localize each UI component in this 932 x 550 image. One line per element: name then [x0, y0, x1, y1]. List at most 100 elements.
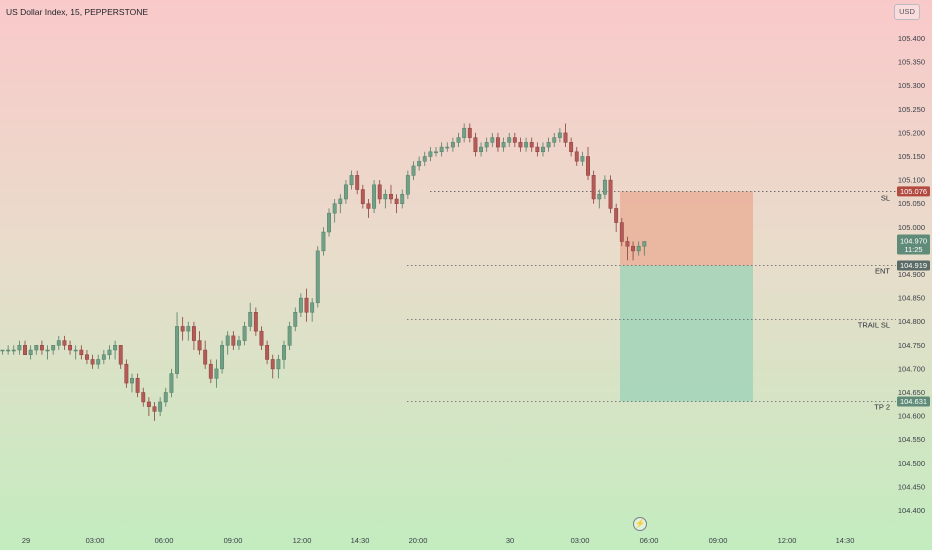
candle[interactable] — [45, 349, 50, 352]
candle[interactable] — [0, 349, 5, 352]
candle[interactable] — [377, 184, 382, 200]
last-price-tag[interactable] — [897, 234, 930, 255]
candle[interactable] — [591, 175, 596, 200]
candle[interactable] — [220, 345, 225, 370]
candle[interactable] — [518, 142, 523, 148]
candle[interactable] — [580, 156, 585, 162]
candle[interactable] — [501, 142, 506, 148]
candle[interactable] — [39, 345, 44, 351]
candle[interactable] — [614, 208, 619, 223]
candle[interactable] — [327, 212, 331, 233]
candle[interactable] — [270, 359, 275, 370]
candle[interactable] — [51, 345, 56, 351]
candle[interactable] — [524, 142, 529, 148]
candle[interactable] — [642, 241, 647, 247]
lightning-icon[interactable]: ⚡ — [633, 517, 647, 531]
candle[interactable] — [355, 175, 360, 190]
candle[interactable] — [28, 349, 33, 355]
candle[interactable] — [428, 151, 433, 157]
stop-loss-zone[interactable] — [620, 191, 753, 266]
candle[interactable] — [276, 359, 281, 370]
candle[interactable] — [90, 359, 95, 365]
candle[interactable] — [563, 132, 568, 143]
candle[interactable] — [405, 175, 410, 195]
candle[interactable] — [68, 345, 73, 351]
candle[interactable] — [225, 335, 230, 346]
candle[interactable] — [383, 194, 388, 200]
candle[interactable] — [6, 349, 11, 352]
candle[interactable] — [214, 368, 219, 379]
candle[interactable] — [541, 146, 545, 153]
candle[interactable] — [56, 340, 61, 346]
candle[interactable] — [146, 401, 151, 407]
currency-selector[interactable]: USD — [894, 4, 920, 20]
candle[interactable] — [101, 354, 106, 360]
candle[interactable] — [175, 326, 179, 374]
candle[interactable] — [191, 326, 196, 341]
candle[interactable] — [237, 340, 241, 346]
candle[interactable] — [113, 345, 118, 351]
candle[interactable] — [495, 137, 500, 148]
candle[interactable] — [124, 363, 129, 384]
candle[interactable] — [163, 392, 168, 403]
candle[interactable] — [293, 312, 298, 327]
candle[interactable] — [135, 378, 140, 393]
candle[interactable] — [79, 349, 84, 355]
candle[interactable] — [445, 146, 450, 149]
candle[interactable] — [231, 335, 236, 346]
candle[interactable] — [17, 345, 22, 351]
candle[interactable] — [287, 326, 292, 346]
candle[interactable] — [203, 349, 208, 365]
candle[interactable] — [118, 345, 123, 365]
candle[interactable] — [349, 175, 354, 186]
candle[interactable] — [636, 245, 641, 252]
candle[interactable] — [152, 406, 157, 412]
candle[interactable] — [400, 194, 405, 204]
candle[interactable] — [130, 378, 134, 384]
candle[interactable] — [282, 345, 286, 360]
candle[interactable] — [366, 203, 371, 209]
candle[interactable] — [597, 194, 602, 200]
candle[interactable] — [490, 137, 495, 143]
candle[interactable] — [310, 302, 315, 313]
tp-price-tag[interactable] — [897, 396, 930, 407]
candle[interactable] — [439, 146, 444, 153]
candle[interactable] — [574, 151, 579, 162]
candle[interactable] — [512, 137, 517, 143]
candle[interactable] — [360, 189, 365, 204]
candle[interactable] — [586, 156, 590, 176]
candle[interactable] — [473, 137, 478, 153]
candle[interactable] — [529, 142, 534, 148]
candle[interactable] — [265, 345, 270, 360]
candle[interactable] — [253, 312, 258, 332]
candle[interactable] — [602, 179, 607, 195]
candle[interactable] — [85, 354, 89, 360]
candle[interactable] — [62, 340, 67, 346]
candle[interactable] — [169, 373, 174, 393]
candle[interactable] — [434, 151, 438, 154]
candle[interactable] — [417, 160, 422, 167]
candle[interactable] — [321, 231, 326, 252]
candle[interactable] — [422, 156, 427, 162]
candle[interactable] — [456, 137, 461, 143]
candle[interactable] — [298, 297, 303, 313]
candle[interactable] — [208, 363, 213, 379]
candle[interactable] — [411, 165, 416, 176]
candle[interactable] — [242, 326, 247, 341]
candle[interactable] — [467, 127, 472, 138]
candle[interactable] — [158, 401, 163, 412]
candle[interactable] — [631, 245, 636, 252]
candle[interactable] — [186, 326, 191, 332]
candle[interactable] — [389, 194, 393, 200]
candle[interactable] — [141, 392, 146, 403]
candle[interactable] — [625, 241, 630, 247]
candle[interactable] — [569, 142, 574, 153]
candle[interactable] — [338, 198, 343, 204]
target-zone[interactable] — [620, 265, 753, 402]
candle[interactable] — [552, 137, 557, 143]
candle[interactable] — [34, 345, 39, 351]
candle[interactable] — [23, 345, 27, 355]
candle[interactable] — [73, 349, 78, 352]
